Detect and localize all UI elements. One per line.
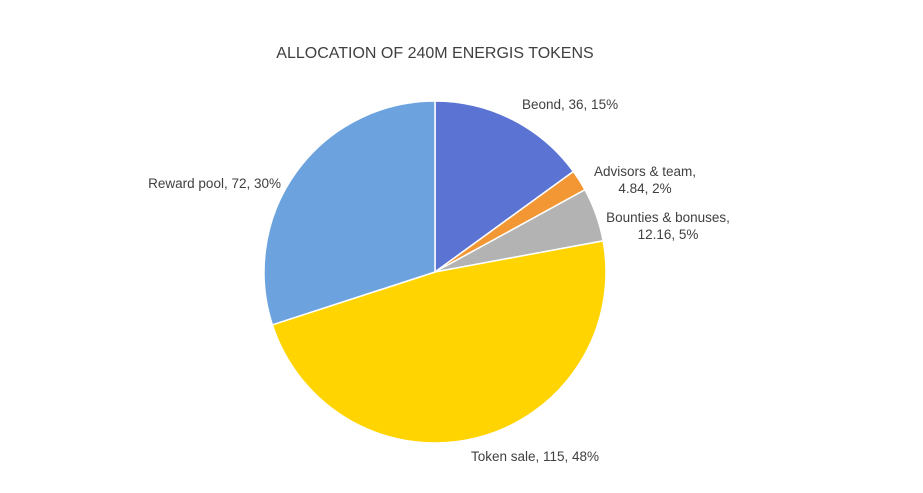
slice-label-line: 12.16, 5% <box>638 227 699 242</box>
pie-slices <box>263 100 607 444</box>
slice-label-token-sale: Token sale, 115, 48% <box>471 449 599 464</box>
slice-labels: Beond, 36, 15% Advisors & team, 4.84, 2% Bo… <box>148 97 730 464</box>
slice-label-reward-pool: Reward pool, 72, 30% <box>148 176 281 191</box>
pie-slice-reward-pool <box>263 100 436 326</box>
pie-slice-beond <box>434 100 575 274</box>
pie-slice-token-sale <box>271 239 607 444</box>
slice-label-beond: Beond, 36, 15% <box>522 97 618 112</box>
slice-label-line: Reward pool, 72, 30% <box>148 176 281 191</box>
slice-label-advisors-team: Advisors & team, 4.84, 2% <box>594 164 696 196</box>
slice-label-line: Bounties & bonuses, <box>606 210 730 225</box>
slice-label-line: Advisors & team, <box>594 164 696 179</box>
chart-title: ALLOCATION OF 240M ENERGIS TOKENS <box>276 45 593 62</box>
slice-label-bounties-bonuses: Bounties & bonuses, 12.16, 5% <box>606 210 730 242</box>
slice-label-line: Beond, 36, 15% <box>522 97 618 112</box>
slice-label-line: 4.84, 2% <box>618 181 671 196</box>
slice-label-line: Token sale, 115, 48% <box>471 449 599 464</box>
